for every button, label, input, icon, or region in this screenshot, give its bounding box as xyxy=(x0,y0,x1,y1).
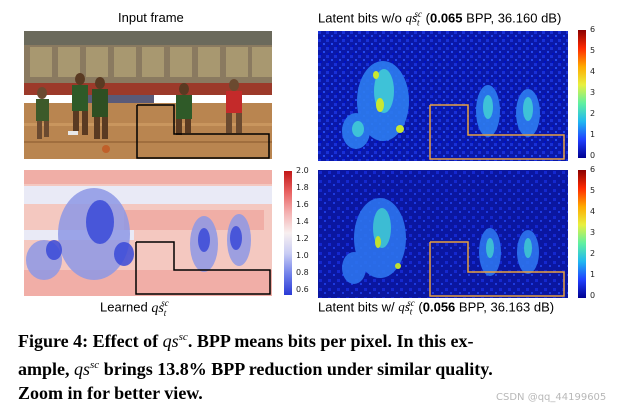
latent-wo-heatmap xyxy=(318,31,568,161)
bits-colorbar-top xyxy=(578,30,586,158)
input-frame-image xyxy=(24,31,272,159)
learned-scale-heatmap xyxy=(24,170,272,296)
watermark: CSDN @qq_44199605 xyxy=(496,392,607,403)
latent-wo-title: Latent bits w/o qstsc (0.065 BPP, 36.160… xyxy=(318,9,562,28)
learned-title: Learned qstsc xyxy=(100,298,169,318)
figure-caption: Figure 4: Effect of qssc. BPP means bits… xyxy=(18,325,608,405)
bits-colorbar-bottom xyxy=(578,170,586,298)
latent-w-title: Latent bits w/ qstsc (0.056 BPP, 36.163 … xyxy=(318,298,555,317)
caption-line-2: ample, qssc brings 13.8% BPP reduction u… xyxy=(18,359,493,379)
input-frame-title: Input frame xyxy=(118,10,184,25)
latent-w-heatmap xyxy=(318,170,568,298)
caption-line-3: Zoom in for better view. xyxy=(18,383,203,403)
scale-colorbar xyxy=(284,171,292,295)
caption-line-1: Figure 4: Effect of qssc. BPP means bits… xyxy=(18,331,474,351)
